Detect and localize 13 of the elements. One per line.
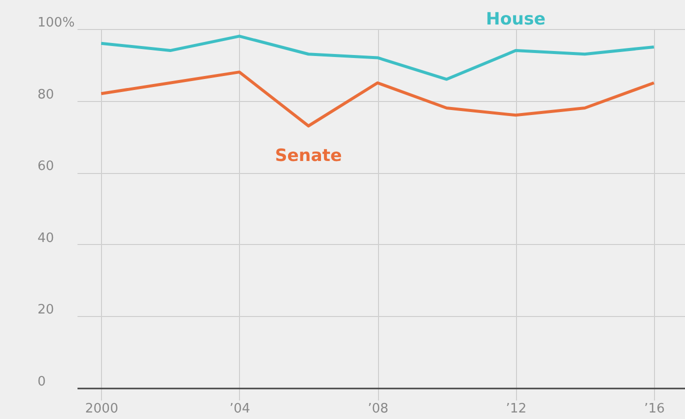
series-label: House — [486, 10, 546, 30]
y-tick-label: 60 — [38, 159, 54, 174]
y-tick-label: 80 — [38, 87, 54, 102]
series-label: Senate — [274, 146, 342, 166]
x-tick-label: ’16 — [644, 402, 665, 416]
x-tick-label: 2000 — [85, 402, 118, 416]
y-tick-label: 20 — [38, 302, 54, 318]
y-tick-label: 100% — [38, 16, 75, 30]
x-tick-label: ’08 — [368, 402, 388, 416]
x-tick-label: ’04 — [230, 402, 250, 416]
y-tick-label: 40 — [38, 230, 54, 246]
y-tick-label: 0 — [38, 374, 46, 390]
x-tick-label: ’12 — [506, 402, 527, 416]
